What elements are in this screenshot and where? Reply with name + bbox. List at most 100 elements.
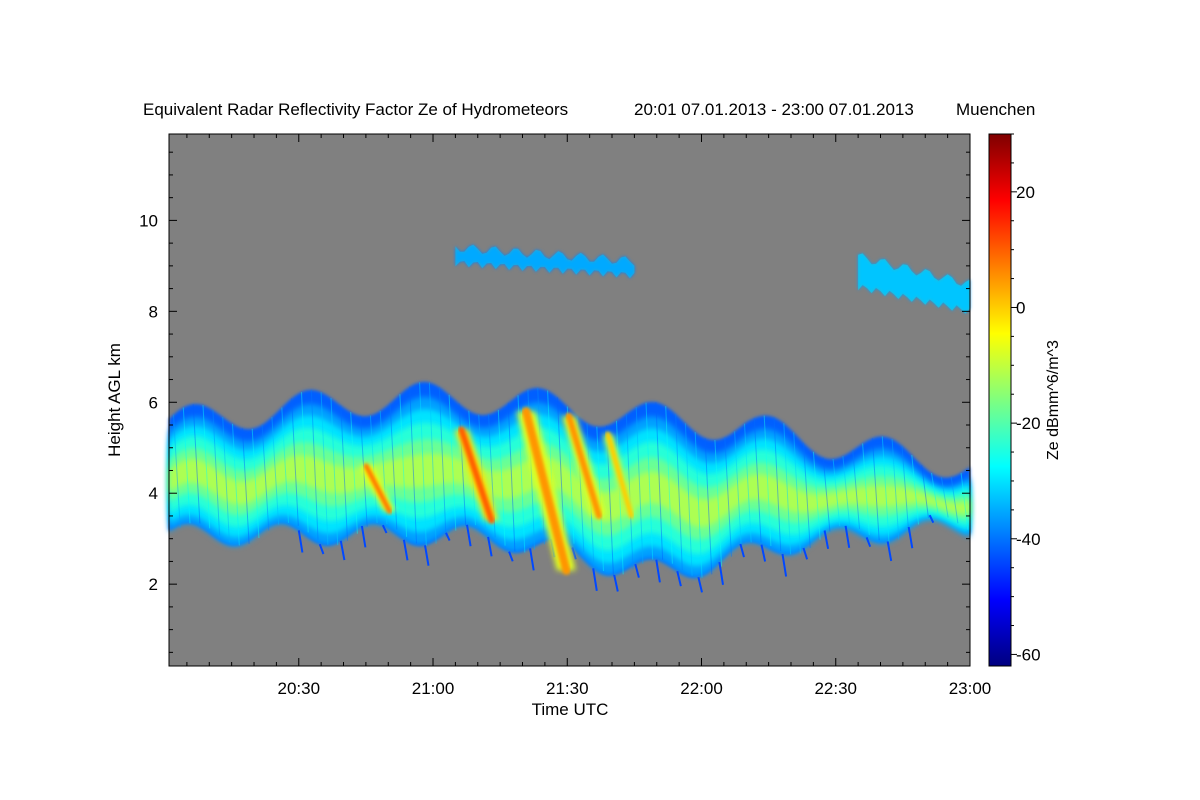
colorbar-tick-label: 0: [1016, 298, 1025, 317]
echo-fibre: [734, 431, 742, 548]
echo-fibre: [399, 394, 408, 537]
echo-fibre: [655, 402, 664, 560]
virga-drip: [466, 524, 472, 547]
echo-fibre: [241, 428, 250, 544]
echo-fibre: [291, 398, 299, 526]
virga-drip: [907, 526, 914, 549]
echo-fibre: [684, 423, 693, 576]
virga-drip: [718, 561, 724, 585]
echo-fibre: [310, 389, 319, 540]
echo-fibre: [891, 438, 900, 540]
echo-fibre: [556, 397, 565, 540]
echo-fibre: [340, 405, 348, 541]
echo-fibre: [842, 456, 851, 526]
echo-fibre: [783, 423, 792, 555]
echo-fibre: [714, 439, 723, 567]
virga-drip: [360, 525, 367, 548]
fall-streak-1: [363, 463, 393, 514]
echo-fibre: [832, 458, 841, 527]
echo-fibre: [931, 472, 939, 516]
plot-frame: [168, 133, 971, 667]
x-tick-label: 23:00: [949, 679, 992, 698]
echo-fibre: [419, 382, 427, 546]
echo-fibre: [182, 407, 191, 524]
fall-streak-4: [565, 412, 603, 520]
colorbar-tick-label: -40: [1016, 530, 1041, 549]
echo-fibre: [753, 417, 762, 543]
echo-fibre: [281, 407, 289, 523]
virga-drip: [424, 545, 430, 566]
x-tick-label: 21:30: [546, 679, 589, 698]
echo-fibre: [645, 402, 654, 560]
virga-drip: [613, 574, 619, 592]
y-axis: 2 4 6 8 10: [139, 151, 970, 653]
virga-drip: [844, 525, 851, 548]
echo-fibre: [881, 436, 890, 543]
y-tick-label: 2: [149, 575, 158, 594]
echo-fibre: [271, 416, 280, 525]
colorbar-tick-label: 20: [1016, 183, 1035, 202]
virga-drip: [823, 530, 830, 549]
echo-fibre: [665, 406, 673, 564]
echo-fibre: [724, 437, 732, 557]
colorbar-tick-label: -60: [1016, 645, 1041, 664]
virga-drip: [697, 576, 703, 593]
colorbar-tick-label: -20: [1016, 414, 1041, 433]
echo-fibre: [852, 450, 860, 529]
virga-drip: [676, 570, 682, 587]
echo-fibre: [458, 403, 467, 526]
echo-fibre: [763, 415, 772, 547]
virga-drip: [802, 547, 809, 560]
x-tick-label: 21:00: [412, 679, 455, 698]
echo-fibre: [744, 423, 752, 543]
x-tick-label: 22:30: [814, 679, 857, 698]
upper-cloud-1-core: [455, 244, 635, 279]
plot-area: [169, 134, 970, 666]
echo-fibre: [950, 476, 959, 524]
echo-fibre: [803, 442, 811, 549]
echo-fibre: [940, 477, 949, 518]
virga-drip: [865, 537, 872, 548]
x-axis-label: Time UTC: [532, 700, 609, 719]
colorbar-axis: 20 0 -20 -40 -60: [1011, 133, 1041, 664]
echo-fibre: [694, 432, 703, 578]
y-tick-label: 10: [139, 211, 158, 230]
echo-fibre: [173, 414, 181, 528]
virga-drip: [781, 553, 788, 577]
echo-fibre: [635, 406, 644, 564]
x-tick-label: 20:30: [277, 679, 320, 698]
upper-cloud-2-core: [858, 253, 970, 314]
x-tick-label: 22:00: [680, 679, 723, 698]
y-tick-label: 8: [149, 302, 158, 321]
echo-fibre: [507, 402, 516, 552]
echo-fibre: [202, 405, 211, 529]
echo-fibre: [793, 432, 801, 554]
echo-fibre: [704, 438, 713, 575]
echo-fibre: [212, 409, 221, 536]
echo-fibre: [428, 382, 437, 544]
chart-location: Muenchen: [956, 100, 1035, 119]
fall-streak-5: [605, 431, 634, 519]
fall-streak-2: [458, 426, 495, 524]
colorbar-label: Ze dBmm^6/m^3: [1045, 340, 1062, 460]
chart-time-range: 20:01 07.01.2013 - 23:00 07.01.2013: [634, 100, 914, 119]
x-axis: 20:30 21:00 21:30 22:00 22:30 23:00: [186, 134, 992, 698]
virga-drip: [529, 548, 535, 571]
virga-drip: [571, 547, 577, 560]
echo-fibre: [369, 415, 378, 524]
echo-fibre: [497, 409, 506, 546]
virga-drip: [445, 532, 451, 542]
chart-title: Equivalent Radar Reflectivity Factor Ze …: [143, 100, 568, 119]
virga-drip: [634, 563, 640, 578]
echo-fibre: [350, 412, 358, 534]
echo-fibre: [261, 424, 270, 531]
y-tick-label: 6: [149, 393, 158, 412]
echo-fibre: [448, 394, 457, 531]
echo-fibre: [517, 395, 526, 553]
virga-drip: [297, 530, 304, 553]
echo-fibre: [921, 464, 929, 518]
echo-fibre: [773, 417, 782, 552]
echo-fibre: [812, 451, 821, 540]
echo-fibre: [960, 472, 969, 530]
